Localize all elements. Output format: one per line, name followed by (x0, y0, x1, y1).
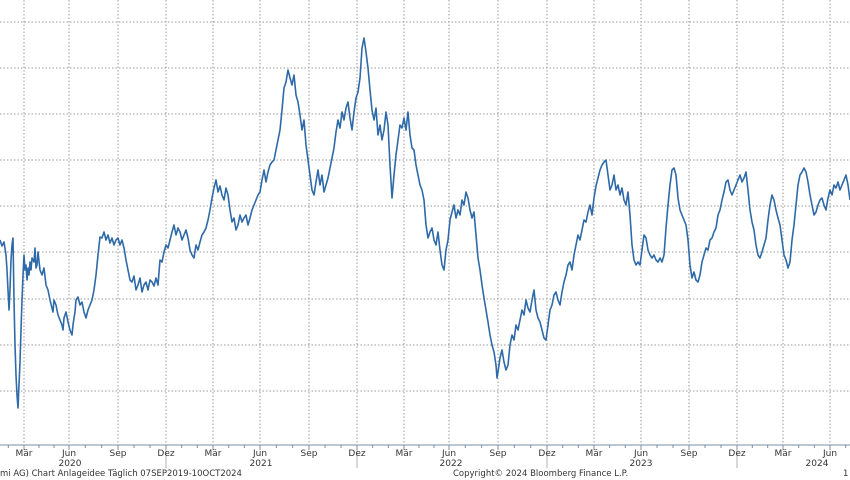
x-tick-label: Sep (110, 449, 127, 459)
x-year-label: 2023 (630, 459, 653, 469)
x-tick-label: Jun (61, 449, 76, 459)
x-axis-minor-ticks (7, 445, 847, 450)
x-year-label: 2024 (806, 459, 829, 469)
x-year-label: 2022 (440, 459, 463, 469)
x-tick-label: Mär (396, 449, 413, 459)
chart-description-footer: mi AG) Chart Anlageidee Täglich 07SEP201… (0, 469, 242, 479)
price-series-line (0, 37, 850, 409)
x-tick-label: Mär (16, 449, 33, 459)
x-axis-month-labels: Mär Jun Sep Dez Mär Jun Sep Dez Mär Jun Sep Dez Mär J… (16, 449, 838, 459)
x-tick-label: Jun (822, 449, 837, 459)
vertical-gridlines (23, 0, 831, 445)
x-tick-label: Mär (586, 449, 603, 459)
x-tick-label: Dez (348, 449, 365, 459)
copyright-footer: Copyright© 2024 Bloomberg Finance L.P. (453, 469, 629, 479)
x-tick-label: Mär (205, 449, 222, 459)
x-tick-label: Jun (441, 449, 456, 459)
year-separators (165, 450, 738, 468)
x-tick-label: Jun (252, 449, 267, 459)
x-tick-label: Sep (490, 449, 507, 459)
x-axis-year-labels: 2020 2021 2022 2023 2024 (59, 459, 829, 469)
x-year-label: 2021 (250, 459, 273, 469)
page-number-footer: 1 (843, 469, 849, 479)
x-tick-label: Dez (157, 449, 174, 459)
horizontal-gridlines (0, 21, 850, 392)
x-tick-label: Dez (728, 449, 745, 459)
x-tick-label: Sep (301, 449, 318, 459)
x-year-label: 2020 (59, 459, 82, 469)
x-tick-label: Dez (538, 449, 555, 459)
x-tick-label: Sep (681, 449, 698, 459)
x-tick-label: Jun (633, 449, 648, 459)
x-tick-label: Mär (775, 449, 792, 459)
